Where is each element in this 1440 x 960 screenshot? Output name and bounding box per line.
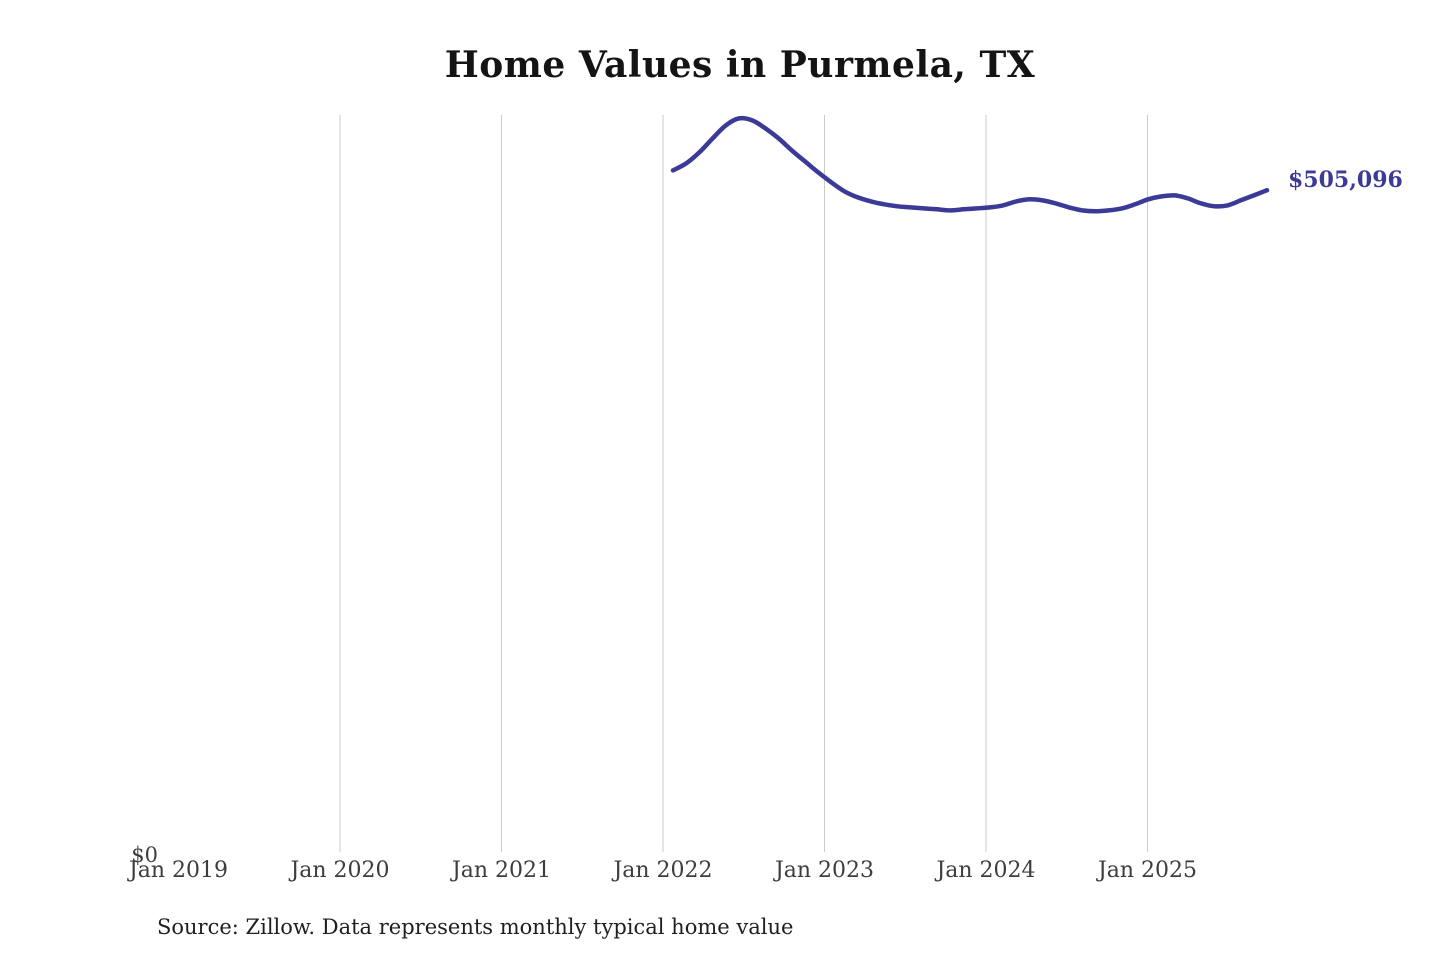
latest-value-label: $505,096 <box>1288 167 1403 193</box>
chart-title: Home Values in Purmela, TX <box>444 44 1036 86</box>
y-axis-zero-label: $0 <box>131 843 158 867</box>
home-value-line <box>670 115 1270 214</box>
source-note: Source: Zillow. Data represents monthly … <box>157 915 794 939</box>
